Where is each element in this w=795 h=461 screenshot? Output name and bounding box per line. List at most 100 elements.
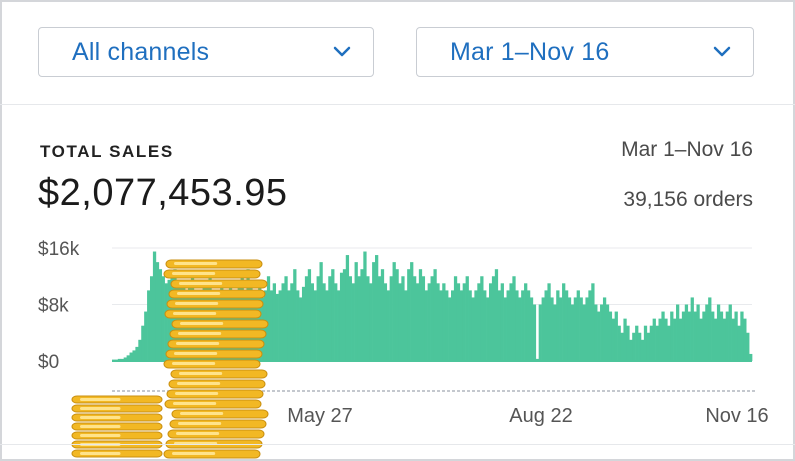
axis-tick-mark xyxy=(527,390,530,392)
chart-bar xyxy=(570,304,575,361)
axis-tick-mark xyxy=(242,390,245,392)
axis-tick-mark xyxy=(172,390,175,392)
chart-bar xyxy=(325,290,329,362)
chart-bar xyxy=(667,325,671,361)
axis-tick-mark xyxy=(417,390,420,392)
channels-dropdown[interactable]: All channels xyxy=(38,27,374,77)
chart-bar xyxy=(474,290,478,362)
chart-bar xyxy=(652,318,656,362)
chart-bar xyxy=(579,297,583,361)
axis-tick-mark xyxy=(137,390,140,392)
chart-bar xyxy=(705,304,709,361)
chart-bar xyxy=(249,283,253,361)
chart-bar xyxy=(187,283,192,361)
axis-tick-mark xyxy=(477,390,480,392)
axis-tick-mark xyxy=(197,390,200,392)
axis-tick-mark xyxy=(152,390,155,392)
axis-tick-mark xyxy=(247,390,250,392)
axis-tick-mark xyxy=(647,390,650,392)
chart-bar xyxy=(293,269,297,361)
chart-bar xyxy=(132,350,136,361)
axis-tick-mark xyxy=(632,390,635,392)
chart-bar xyxy=(243,290,247,362)
chart-bar xyxy=(357,276,361,361)
chart-bar xyxy=(626,325,630,361)
chart-bar xyxy=(269,290,274,362)
axis-tick-mark xyxy=(332,390,335,392)
chart-bar xyxy=(255,290,259,362)
chart-bar xyxy=(366,276,370,361)
chart-bar xyxy=(383,283,388,361)
chart-bar xyxy=(465,276,469,361)
chart-bar xyxy=(468,290,472,362)
x-tick-label: Aug 22 xyxy=(509,405,572,427)
axis-tick-mark xyxy=(742,390,745,392)
axis-tick-mark xyxy=(392,390,395,392)
axis-tick-mark xyxy=(212,390,215,392)
chart-bar xyxy=(389,276,393,361)
axis-tick-mark xyxy=(262,390,265,392)
chart-bar xyxy=(562,283,566,361)
chart-bar xyxy=(240,276,244,361)
chart-bar xyxy=(307,269,312,361)
chart-bar xyxy=(676,304,680,361)
axis-tick-mark xyxy=(432,390,435,392)
axis-tick-mark xyxy=(607,390,610,392)
chart-bar xyxy=(497,290,502,362)
chart-bar xyxy=(664,318,668,362)
axis-tick-mark xyxy=(177,390,180,392)
chart-bar xyxy=(261,297,265,361)
axis-tick-mark xyxy=(397,390,400,392)
axis-tick-mark xyxy=(677,390,680,392)
chart-bar xyxy=(231,290,236,362)
chart-bar xyxy=(360,269,364,361)
axis-tick-mark xyxy=(472,390,475,392)
axis-tick-mark xyxy=(192,390,195,392)
axis-tick-mark xyxy=(547,390,550,392)
axis-tick-mark xyxy=(542,390,545,392)
chart-bar xyxy=(734,311,738,361)
chart-bar xyxy=(670,311,674,361)
axis-tick-mark xyxy=(447,390,450,392)
chart-bar xyxy=(620,332,624,361)
axis-tick-mark xyxy=(652,390,655,392)
channels-dropdown-label: All channels xyxy=(72,37,210,66)
chart-bar xyxy=(149,276,154,361)
axis-tick-mark xyxy=(267,390,270,392)
chart-bar xyxy=(737,325,741,361)
chart-bar xyxy=(176,283,180,361)
axis-tick-mark xyxy=(572,390,575,392)
chart-bar xyxy=(190,276,195,361)
chart-bar xyxy=(322,283,326,361)
axis-tick-mark xyxy=(307,390,310,392)
chart-bar xyxy=(372,262,376,362)
date-range-dropdown[interactable]: Mar 1–Nov 16 xyxy=(416,27,754,77)
axis-tick-mark xyxy=(687,390,690,392)
chart-bar xyxy=(483,290,487,362)
chart-bar xyxy=(600,304,604,361)
axis-tick-mark xyxy=(682,390,685,392)
chart-bar xyxy=(117,358,122,361)
chart-bar xyxy=(392,262,396,362)
chart-bar xyxy=(541,297,545,361)
chart-bar xyxy=(451,290,455,362)
axis-tick-mark xyxy=(337,390,340,392)
axis-tick-mark xyxy=(427,390,430,392)
chart-bar xyxy=(424,290,428,362)
chart-bar xyxy=(740,311,744,361)
axis-tick-mark xyxy=(142,390,145,392)
chart-bar xyxy=(696,304,700,361)
chart-bar xyxy=(728,304,732,361)
chart-bar xyxy=(500,283,504,361)
axis-tick-mark xyxy=(592,390,595,392)
chart-bar xyxy=(404,290,408,362)
axis-tick-mark xyxy=(512,390,515,392)
chart-bar xyxy=(538,304,542,361)
chart-bar xyxy=(179,286,183,361)
chart-bar xyxy=(144,311,148,361)
chart-bar xyxy=(354,262,358,362)
chart-bar xyxy=(456,283,461,361)
chart-bar xyxy=(228,283,233,361)
axis-tick-mark xyxy=(237,390,240,392)
axis-tick-mark xyxy=(617,390,620,392)
